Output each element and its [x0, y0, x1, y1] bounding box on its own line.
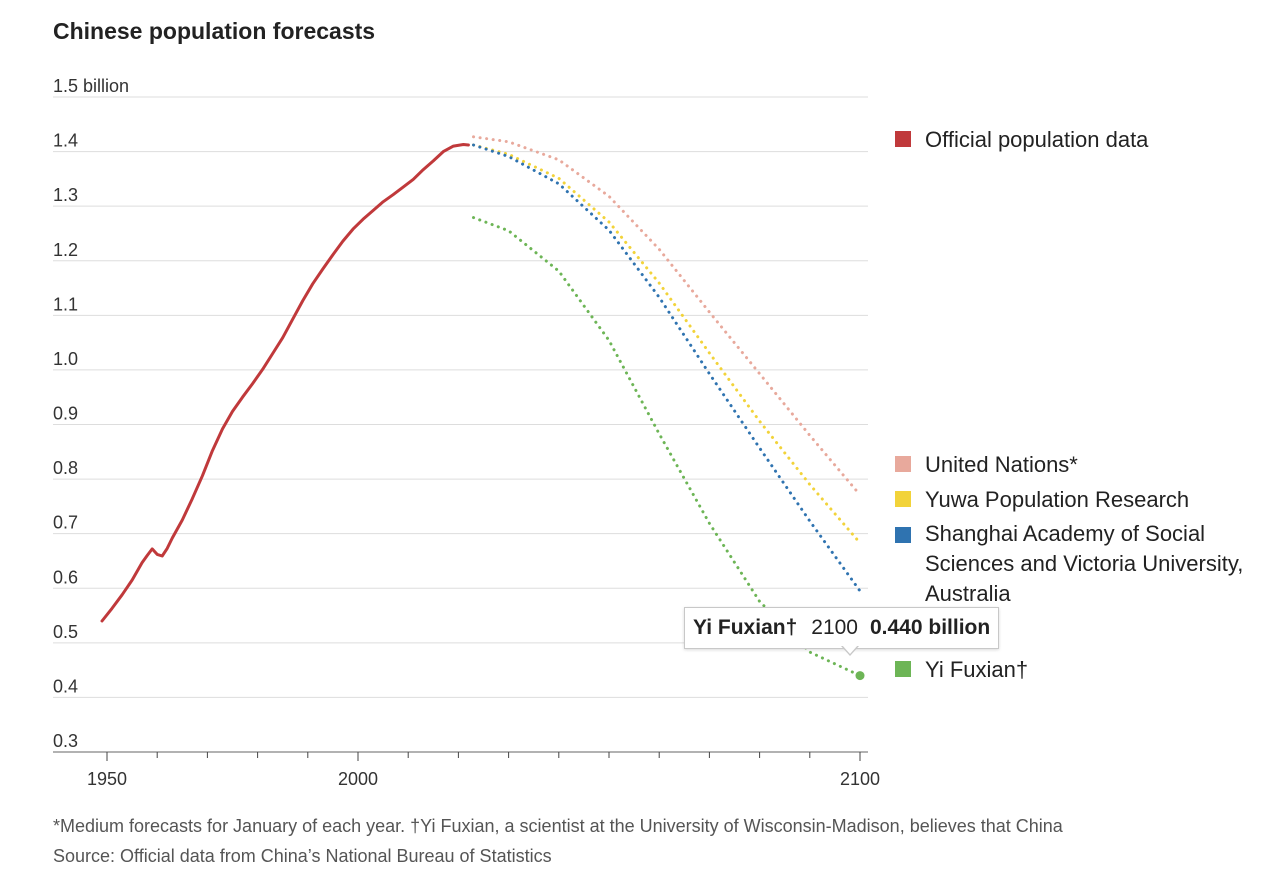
legend-swatch — [895, 131, 911, 148]
source-text: Source: Official data from China’s Natio… — [53, 846, 552, 866]
tooltip-value: 0.440 billion — [869, 616, 991, 639]
legend-swatch — [895, 527, 911, 543]
y-tick-label: 1.3 — [53, 185, 78, 205]
y-tick-label: 0.7 — [53, 513, 78, 533]
y-tick-label: 0.8 — [53, 458, 78, 478]
series-line — [100, 143, 470, 623]
legend-official[interactable]: Official population data — [895, 125, 1148, 155]
tooltip-year: 2100 — [811, 616, 858, 639]
x-axis: 1950 2000 2100 — [53, 751, 880, 789]
legend-swatch — [895, 456, 911, 473]
y-unit-label: 1.5 billion — [53, 76, 129, 96]
tooltip-marker — [855, 671, 865, 681]
y-axis-ticks: 1.5 billion 0.3 0.4 0.5 0.6 0.7 0.8 0.9 1.0 1.1 1.… — [53, 76, 129, 751]
series-line — [472, 143, 862, 545]
legend-swatch — [895, 491, 911, 508]
series-line — [472, 135, 862, 497]
grid-lines — [53, 96, 868, 698]
legend-label: Official population data — [925, 127, 1149, 152]
series-line — [472, 216, 862, 678]
legend-swatch — [895, 661, 911, 678]
data-point-marker — [855, 671, 865, 681]
series-lines — [100, 135, 862, 678]
data-tooltip: Yi Fuxian† 2100 0.440 billion — [684, 607, 1000, 649]
tooltip-series-name: Yi Fuxian† — [693, 616, 798, 639]
y-tick-label: 1.0 — [53, 349, 78, 369]
legend-yi-fuxian[interactable]: Yi Fuxian† — [895, 655, 1028, 685]
legend-shanghai[interactable]: Shanghai Academy of Social Sciences and … — [895, 519, 1245, 609]
legend-label: Yi Fuxian† — [925, 657, 1029, 682]
x-tick-label: 2000 — [338, 769, 378, 789]
y-tick-label: 0.6 — [53, 567, 78, 587]
population-chart: 1.5 billion 0.3 0.4 0.5 0.6 0.7 0.8 0.9 1.0 1.1 1.… — [53, 76, 880, 789]
y-tick-label: 1.4 — [53, 131, 78, 151]
tooltip-arrow-inner — [842, 645, 858, 654]
legend-un[interactable]: United Nations* — [895, 450, 1078, 480]
x-tick-label: 1950 — [87, 769, 127, 789]
y-tick-label: 1.1 — [53, 294, 78, 314]
legend-label: Shanghai Academy of Social Sciences and … — [925, 521, 1244, 606]
y-tick-label: 1.2 — [53, 240, 78, 260]
footnote-text: *Medium forecasts for January of each ye… — [53, 816, 1063, 836]
y-tick-label: 0.9 — [53, 404, 78, 424]
y-tick-label: 0.4 — [53, 676, 78, 696]
y-tick-label: 0.5 — [53, 622, 78, 642]
y-tick-label: 0.3 — [53, 731, 78, 751]
legend-label: United Nations* — [925, 452, 1078, 477]
chart-title: Chinese population forecasts — [53, 18, 376, 44]
legend-yuwa[interactable]: Yuwa Population Research — [895, 485, 1189, 515]
x-tick-label: 2100 — [840, 769, 880, 789]
legend-label: Yuwa Population Research — [925, 487, 1190, 512]
series-line — [472, 143, 862, 593]
